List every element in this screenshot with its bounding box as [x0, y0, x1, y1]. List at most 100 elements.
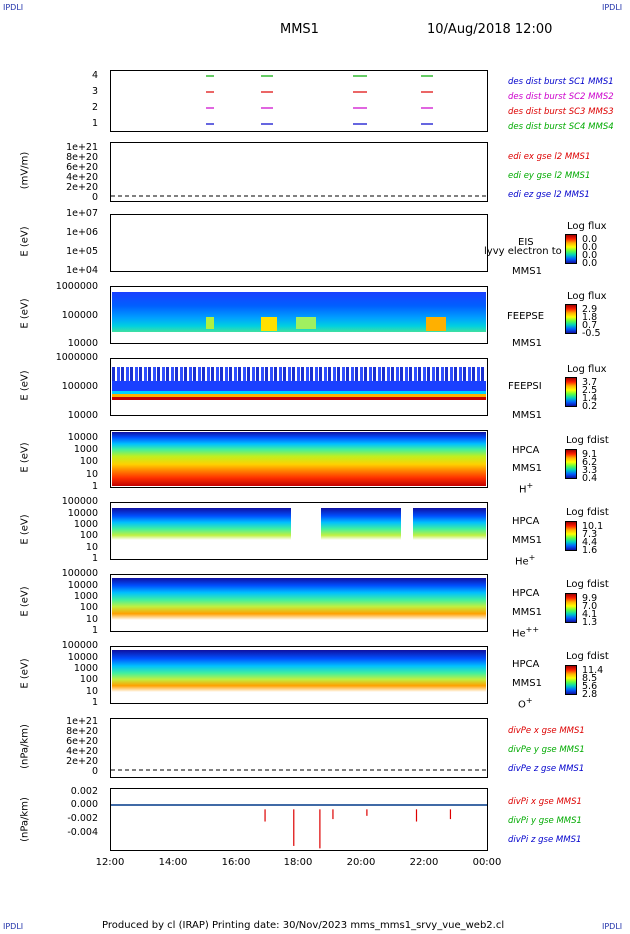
eis-instrument: EIS: [518, 237, 534, 248]
corner-mark-tr: IPDLI: [602, 3, 623, 12]
feepsi-red-band: [112, 397, 486, 400]
edi-legend-y: edi ey gse l2 MMS1: [508, 171, 591, 181]
hpca-he-species: He+: [515, 553, 536, 568]
xaxis-tick: 00:00: [472, 857, 502, 868]
hpca-he-spacecraft: MMS1: [512, 535, 542, 546]
divpe-ylabel: (nPa/km): [19, 724, 31, 769]
feepsi-ytick: 1000000: [55, 352, 98, 363]
divpi-legend-x: divPi x gse MMS1: [508, 797, 582, 807]
hpca-he-ylabel: E (eV): [19, 514, 31, 545]
divpe-ytick: 0: [91, 766, 98, 777]
eis-ytick: 1e+05: [66, 246, 98, 257]
feepsi-sparse-band: [112, 367, 486, 381]
hpca-o-cb-value: 11.4: [582, 665, 604, 676]
hpca-hepp-cb-value: 1.3: [582, 617, 598, 628]
xaxis-tick: 14:00: [158, 857, 188, 868]
feepsi-spacecraft: MMS1: [512, 410, 542, 421]
edi-ytick: 8e+20: [66, 152, 98, 163]
hpca-hepp-species: He++: [512, 625, 540, 640]
corner-mark-bl: IPDLI: [3, 922, 24, 931]
feepsi-ytick: 100000: [61, 381, 98, 392]
eis-cb-value: 0.0: [582, 234, 598, 245]
divpi-ylabel: (nPa/km): [19, 797, 31, 842]
hpca-h-spacecraft: MMS1: [512, 463, 542, 474]
hpca-he-cb-value: 4.4: [582, 537, 598, 548]
header-spacecraft: MMS1: [280, 22, 319, 37]
feepse-cb-value: -0.5: [582, 328, 601, 339]
hpca-o-colorbar: [565, 665, 577, 695]
edi-ytick: 4e+20: [66, 172, 98, 183]
hpca-o-cb-value: 8.5: [582, 673, 598, 684]
divpe-legend-x: divPe x gse MMS1: [508, 726, 585, 736]
feepse-enhancement: [296, 317, 316, 329]
feepse-ytick: 10000: [67, 338, 98, 349]
divpi-lines: [111, 804, 487, 849]
divpi-panel: [110, 788, 488, 851]
hpca-hepp-ytick: 100000: [61, 568, 98, 579]
burst-ytick: 3: [91, 86, 98, 97]
hpca-h-ytick: 1: [91, 481, 98, 492]
divpe-panel: [110, 718, 488, 778]
hpca-he-cb-value: 7.3: [582, 529, 598, 540]
feepse-cb-value: 0.7: [582, 320, 598, 331]
burst-ytick: 2: [91, 102, 98, 113]
hpca-o-panel: [110, 646, 488, 704]
hpca-he-ytick: 1: [91, 553, 98, 564]
feepsi-colorbar: [565, 377, 577, 407]
divpe-ytick: 6e+20: [66, 736, 98, 747]
edi-zero-line: [111, 195, 487, 197]
burst-legend-sc2: des dist burst SC2 MMS2: [508, 92, 614, 102]
hpca-he-ytick: 100: [79, 530, 98, 541]
hpca-o-spectrogram: [112, 650, 486, 692]
divpi-ytick: 0.002: [70, 786, 98, 797]
eis-cb-value: 0.0: [582, 242, 598, 253]
hpca-o-ytick: 10000: [67, 652, 98, 663]
hpca-h-species: H+: [519, 481, 534, 496]
eis-colorbar: [565, 234, 577, 264]
hpca-o-cb-value: 5.6: [582, 681, 598, 692]
feepse-panel: [110, 286, 488, 344]
eis-overlay-text: lyvy electron to: [484, 246, 562, 257]
hpca-he-ytick: 10: [85, 542, 98, 553]
hpca-he-ytick: 100000: [61, 496, 98, 507]
xaxis-tick: 18:00: [283, 857, 313, 868]
xaxis-tick: 12:00: [95, 857, 125, 868]
feepsi-panel: [110, 358, 488, 416]
hpca-o-ytick: 100000: [61, 640, 98, 651]
feepse-ytick: 1000000: [55, 281, 98, 292]
feepse-cb-value: 1.8: [582, 312, 598, 323]
xaxis-tick: 20:00: [346, 857, 376, 868]
hpca-h-cb-value: 6.2: [582, 457, 598, 468]
hpca-he-panel: [110, 502, 488, 560]
hpca-hepp-colorbar: [565, 593, 577, 623]
feepse-colorbar: [565, 304, 577, 334]
feepsi-cyan-band: [112, 391, 486, 394]
hpca-h-cb-value: 0.4: [582, 473, 598, 484]
hpca-hepp-spacecraft: MMS1: [512, 607, 542, 618]
corner-mark-br: IPDLI: [602, 922, 623, 931]
eis-colorbar-title: Log flux: [567, 221, 607, 232]
xaxis-tick: 22:00: [409, 857, 439, 868]
hpca-h-instrument: HPCA: [512, 445, 540, 456]
xaxis-tick: 16:00: [221, 857, 251, 868]
hpca-h-ytick: 1000: [73, 444, 98, 455]
header-datetime: 10/Aug/2018 12:00: [427, 22, 553, 37]
feepsi-ytick: 10000: [67, 410, 98, 421]
hpca-he-gap: [401, 508, 413, 540]
hpca-h-cb-value: 3.3: [582, 465, 598, 476]
hpca-h-ytick: 10: [85, 469, 98, 480]
eis-ylabel: E (eV): [19, 226, 31, 257]
feepsi-blue-band: [112, 381, 486, 391]
feepsi-cb-value: 1.4: [582, 393, 598, 404]
feepse-enhancement: [261, 317, 277, 331]
divpi-ytick: 0.000: [70, 799, 98, 810]
feepsi-ylabel: E (eV): [19, 370, 31, 401]
feepse-ytick: 100000: [61, 310, 98, 321]
divpe-ytick: 2e+20: [66, 756, 98, 767]
hpca-hepp-cb-value: 7.0: [582, 601, 598, 612]
eis-panel: [110, 214, 488, 272]
hpca-o-species: O+: [518, 696, 533, 711]
hpca-hepp-ytick: 10: [85, 614, 98, 625]
burst-ytick: 4: [91, 70, 98, 81]
burst-legend-sc4: des dist burst SC4 MMS4: [508, 122, 614, 132]
